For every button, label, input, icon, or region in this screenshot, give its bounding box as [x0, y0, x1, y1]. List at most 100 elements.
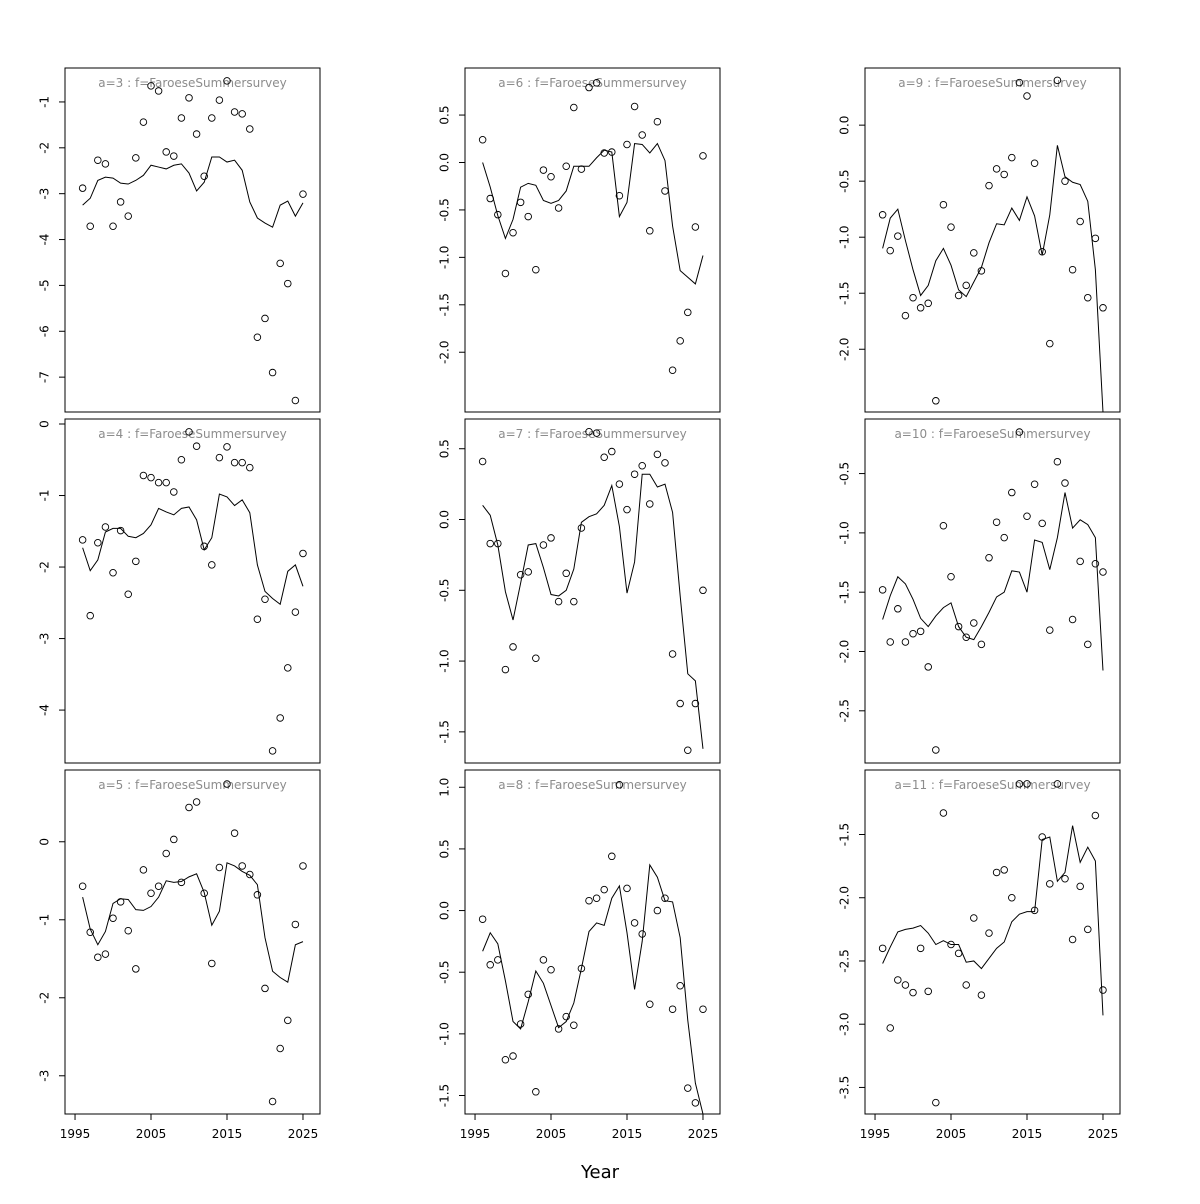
panel-title: a=10 : f=FaroeseSummersurvey	[894, 427, 1090, 441]
observation	[894, 976, 902, 984]
observation	[886, 246, 894, 255]
observation	[109, 914, 117, 922]
observation	[909, 629, 917, 638]
observation	[539, 166, 548, 174]
y-tick-label: -1.5	[438, 1084, 452, 1107]
observation	[1030, 159, 1039, 167]
fit-line	[882, 145, 1104, 412]
observation	[992, 518, 1001, 526]
x-tick-label: 1995	[60, 1127, 91, 1141]
observation	[676, 982, 684, 990]
fit-line	[82, 156, 304, 228]
observation	[200, 172, 208, 180]
observation	[985, 181, 993, 190]
observation	[924, 987, 932, 996]
observation	[1068, 615, 1077, 624]
observation	[585, 896, 593, 905]
observation	[901, 311, 910, 320]
observation	[524, 212, 532, 221]
observation	[1053, 457, 1062, 466]
observation	[1076, 882, 1084, 891]
observation	[585, 83, 593, 92]
observation	[554, 597, 563, 606]
plot-area	[478, 79, 707, 375]
observation	[86, 222, 94, 230]
observation	[1099, 304, 1107, 312]
observation	[630, 470, 639, 478]
observation	[1084, 925, 1092, 934]
observation	[623, 140, 631, 149]
observation	[230, 829, 239, 837]
observation	[170, 835, 178, 844]
observation	[299, 549, 307, 558]
observation	[1061, 177, 1069, 185]
observation	[486, 539, 494, 548]
plot-area	[478, 781, 707, 1114]
observation	[261, 595, 269, 603]
observation	[94, 953, 102, 961]
observation	[101, 950, 110, 958]
y-tick-label: -3.0	[838, 1012, 852, 1035]
fit-line	[882, 492, 1104, 671]
observation	[509, 1052, 517, 1060]
observation	[638, 131, 646, 139]
observation	[886, 638, 894, 646]
observation	[676, 699, 684, 708]
observation	[478, 457, 487, 466]
observation	[985, 929, 993, 937]
observation	[909, 293, 917, 302]
observation	[1099, 986, 1107, 994]
observation	[947, 223, 955, 231]
observation	[276, 1044, 284, 1053]
observation	[185, 803, 193, 812]
observation	[1015, 428, 1024, 436]
panel-title: a=3 : f=FaroeseSummersurvey	[98, 76, 286, 90]
y-tick-label: -3	[38, 633, 52, 645]
observation	[691, 223, 700, 231]
observation	[261, 984, 269, 993]
y-tick-label: 1.0	[438, 778, 452, 797]
observation	[170, 152, 178, 160]
observation	[86, 611, 94, 620]
observation	[154, 478, 163, 487]
y-tick-label: -1	[38, 914, 52, 926]
observation	[1023, 780, 1031, 788]
observation	[962, 633, 970, 642]
observation	[116, 526, 125, 535]
observation	[623, 884, 631, 893]
observation	[147, 473, 155, 482]
observation	[162, 849, 170, 858]
observation	[192, 442, 201, 450]
observation	[668, 366, 677, 375]
observation	[486, 961, 494, 969]
y-tick-label: -1.5	[838, 282, 852, 305]
y-tick-label: -4	[38, 234, 52, 246]
observation	[1053, 780, 1062, 788]
observation	[268, 747, 277, 755]
observation	[600, 453, 608, 461]
observation	[532, 654, 540, 662]
observation	[1030, 480, 1039, 488]
observation	[646, 500, 654, 508]
observation	[901, 638, 910, 646]
observation	[691, 699, 700, 708]
observation	[78, 184, 87, 192]
observation	[585, 427, 593, 436]
observation	[1068, 265, 1077, 274]
observation	[1023, 512, 1031, 521]
observation	[970, 914, 978, 922]
observation	[1038, 519, 1046, 528]
y-tick-label: -2.5	[838, 699, 852, 722]
observation	[109, 222, 117, 230]
observation	[101, 523, 110, 531]
observation	[977, 640, 986, 649]
observation	[939, 200, 948, 209]
observation	[124, 212, 132, 220]
y-tick-label: -4	[38, 704, 52, 716]
observation	[246, 125, 254, 133]
observation	[916, 304, 925, 312]
observation	[539, 956, 548, 964]
observation	[208, 959, 216, 968]
observation	[977, 991, 986, 999]
observation	[1061, 479, 1069, 487]
